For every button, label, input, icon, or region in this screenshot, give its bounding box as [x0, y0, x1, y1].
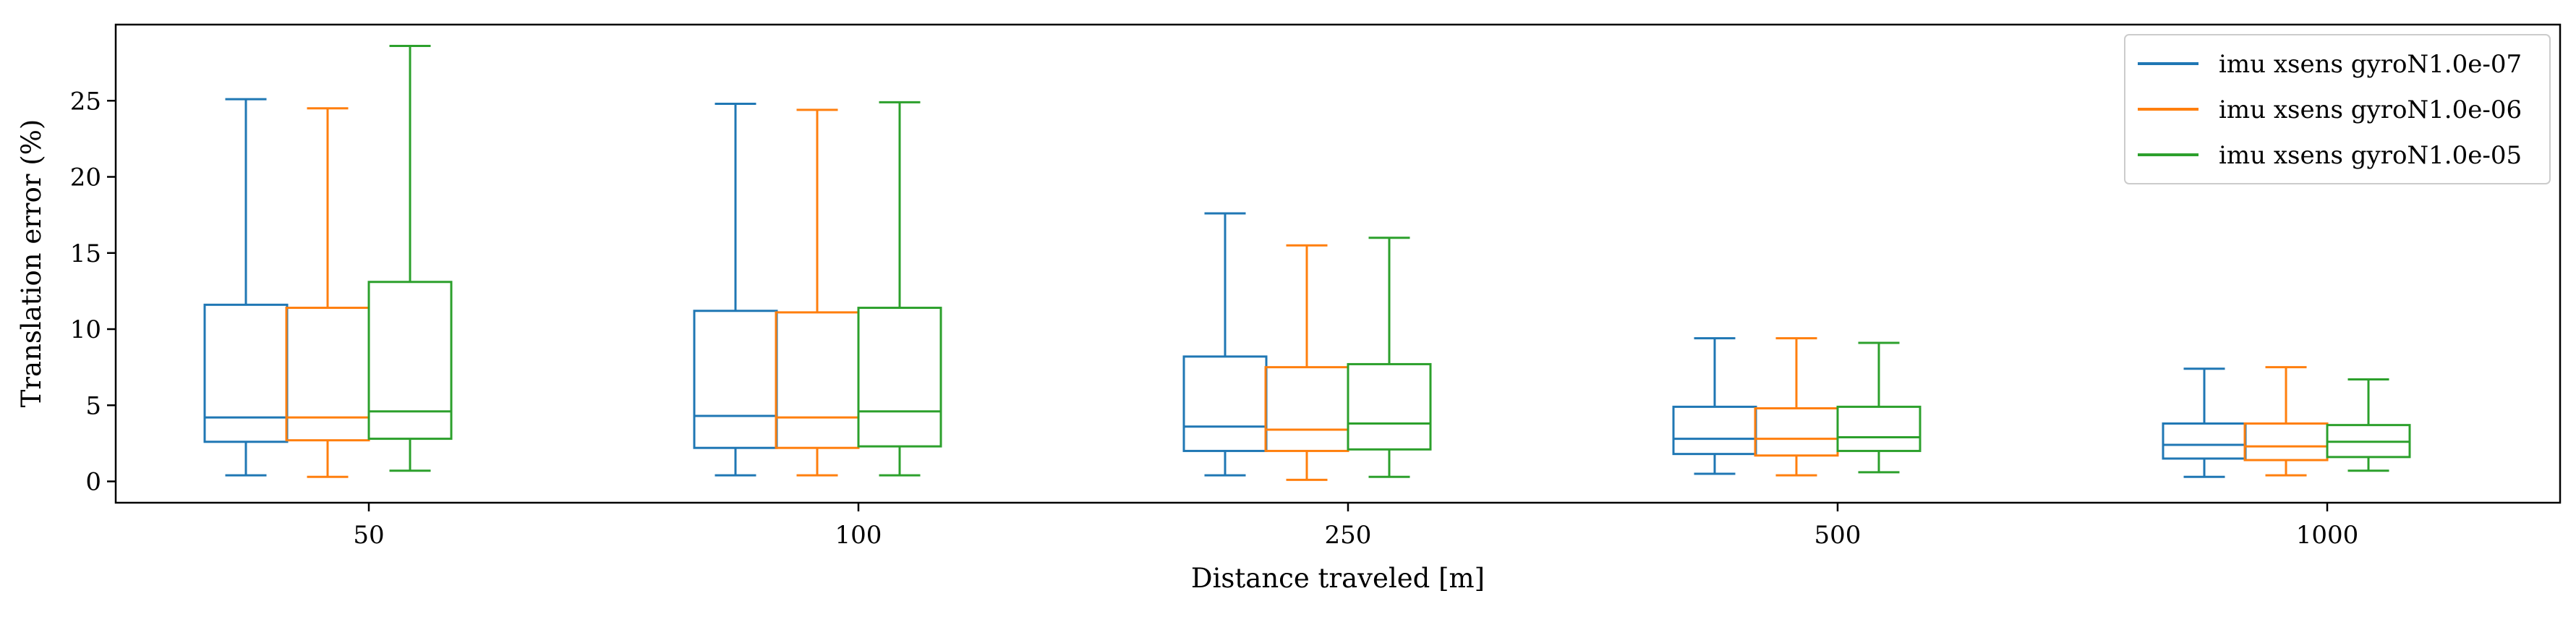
iqr-box	[1754, 407, 1839, 457]
iqr-box	[693, 310, 778, 449]
plot-frame	[114, 23, 2562, 504]
box-50-series-3	[367, 44, 453, 472]
box-250-series-1	[1182, 212, 1268, 477]
box-1000-series-1	[2162, 367, 2247, 478]
box-500-series-3	[1836, 341, 1922, 474]
legend-label-2: imu xsens gyroN1.0e-06	[2219, 95, 2522, 124]
legend-frame	[2124, 34, 2551, 184]
legend-label-3: imu xsens gyroN1.0e-05	[2219, 141, 2522, 170]
box-50-series-2	[285, 107, 370, 478]
x-tick-label-500: 500	[1814, 521, 1861, 550]
legend-label-1: imu xsens gyroN1.0e-07	[2219, 50, 2522, 79]
iqr-box	[367, 281, 453, 441]
y-tick-label-10: 10	[70, 315, 101, 344]
x-axis-label: Distance traveled [m]	[1191, 563, 1485, 594]
box-250-series-2	[1264, 244, 1349, 481]
iqr-box	[1347, 362, 1432, 451]
box-500-series-2	[1754, 337, 1839, 477]
iqr-box	[857, 307, 942, 448]
y-tick-label-15: 15	[70, 239, 101, 268]
box-100-series-3	[857, 101, 942, 477]
box-100-series-2	[775, 108, 860, 477]
iqr-box	[1672, 405, 1757, 456]
box-250-series-3	[1347, 237, 1432, 478]
iqr-box	[203, 303, 289, 443]
y-tick-label-20: 20	[70, 163, 101, 192]
box-1000-series-2	[2243, 366, 2329, 477]
iqr-box	[1836, 405, 1922, 452]
y-axis-label: Translation error (%)	[16, 119, 47, 408]
y-tick-label-0: 0	[85, 468, 101, 497]
x-tick-label-100: 100	[835, 521, 882, 550]
x-tick-label-250: 250	[1325, 521, 1372, 550]
box-500-series-1	[1672, 337, 1757, 475]
iqr-box	[285, 307, 370, 442]
y-tick-label-25: 25	[70, 87, 101, 116]
iqr-box	[2243, 422, 2329, 461]
plot-area	[203, 44, 2411, 481]
x-tick-label-50: 50	[353, 521, 384, 550]
y-axis: 0 5 10 15 20 25	[70, 87, 116, 497]
box-50-series-1	[203, 98, 289, 477]
iqr-box	[775, 311, 860, 449]
legend: imu xsens gyroN1.0e-07 imu xsens gyroN1.0…	[2124, 34, 2551, 184]
x-tick-label-1000: 1000	[2296, 521, 2359, 550]
iqr-box	[2162, 422, 2247, 460]
box-100-series-1	[693, 102, 778, 477]
box-1000-series-3	[2326, 378, 2411, 472]
y-tick-label-5: 5	[85, 391, 101, 420]
iqr-box	[1182, 355, 1268, 452]
x-axis: 50 100 250 500 1000	[353, 503, 2358, 550]
iqr-box	[1264, 366, 1349, 452]
